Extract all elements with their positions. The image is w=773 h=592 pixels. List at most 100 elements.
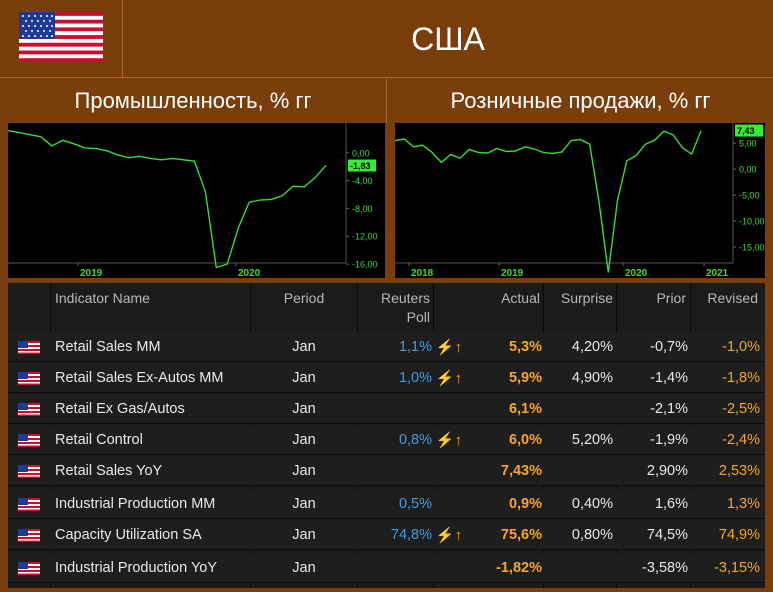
beat-up-arrow-icon [435,394,463,424]
revised-value: -2,4% [722,432,760,448]
x-tick-label: 2019 [80,268,103,278]
revised-value: -1,8% [722,370,760,386]
period: Jan [292,432,316,448]
surprise-value: 4,90% [571,370,613,386]
beat-up-arrow-icon: ⚡↑ [435,527,463,544]
y-tick-label: 0,00 [352,148,370,158]
reuters-poll [358,456,432,486]
table-row[interactable]: Industrial Production MM Jan 0,5% 0,9% 0… [8,489,765,519]
beat-up-arrow-icon [435,553,463,583]
indicator-name: Retail Ex Gas/Autos [55,401,185,417]
reuters-poll: 0,8% [398,432,432,448]
prior-value: 2,90% [646,463,688,479]
prior-value: -3,58% [642,560,688,576]
beat-up-arrow-icon: ⚡↑ [435,370,463,387]
indicator-name: Capacity Utilization SA [55,527,202,543]
y-tick-label: -16,00 [352,260,378,270]
last-value-label: 7,43 [737,126,755,136]
col-reuters-poll-line1: Reuters [380,290,430,306]
revised-value: 2,53% [718,463,760,479]
table-row[interactable]: Retail Control Jan 0,8% ⚡↑ 6,0% 5,20% -1… [8,425,765,455]
col-revised[interactable]: Revised [707,290,758,306]
indicator-name: Retail Sales Ex-Autos MM [55,370,224,386]
col-reuters-poll-line2: Poll [406,309,430,325]
revised-value: 1,3% [726,496,760,512]
prior-value: 1,6% [654,496,688,512]
x-tick-label: 2018 [411,268,434,278]
us-flag-icon [18,434,40,447]
x-tick-label: 2021 [706,268,729,278]
revised-value: -1,0% [722,339,760,355]
y-tick-label: -5,00 [739,191,760,201]
us-flag-icon [19,12,103,62]
actual-value: 0,9% [508,496,542,512]
surprise-value: 5,20% [571,432,613,448]
table-row[interactable]: Capacity Utilization SA Jan 74,8% ⚡↑ 75,… [8,520,765,550]
chart-canvas-right: 5,00 0,00 -5,00 -10,00 -15,00 2018 2019 2020 202… [395,123,765,278]
col-period[interactable]: Period [283,290,325,306]
col-reuters-poll[interactable]: Reuters Poll [358,283,430,331]
prior-value: -1,4% [650,370,688,386]
header: США [0,0,773,78]
actual-value: 6,1% [508,401,542,417]
chart-left-title: Промышленность, % гг [0,79,387,123]
retail-sales-chart: 5,00 0,00 -5,00 -10,00 -15,00 2018 2019 2020 202… [395,123,765,278]
us-flag-icon [18,562,40,575]
period: Jan [292,463,316,479]
col-prior[interactable]: Prior [656,290,686,306]
y-tick-label: -8,00 [352,204,373,214]
surprise-value [545,553,613,583]
y-tick-label: 0,00 [739,165,757,175]
prior-value: -0,7% [650,339,688,355]
period: Jan [292,339,316,355]
x-tick-label: 2020 [625,268,648,278]
prior-value: 74,5% [646,527,688,543]
reuters-poll [358,553,432,583]
surprise-value: 4,20% [571,339,613,355]
reuters-poll: 74,8% [390,527,432,543]
actual-value: 6,0% [508,432,542,448]
reuters-poll: 1,0% [398,370,432,386]
table-row[interactable]: Retail Sales YoY Jan 7,43% 2,90% 2,53% [8,456,765,486]
period: Jan [292,370,316,386]
x-tick-label: 2020 [238,268,261,278]
col-surprise[interactable]: Surprise [560,290,613,306]
table-row[interactable]: Retail Sales MM Jan 1,1% ⚡↑ 5,3% 4,20% -… [8,332,765,362]
y-tick-label: -15,00 [739,243,765,253]
indicator-name: Industrial Production YoY [55,560,218,576]
actual-value: 5,9% [508,370,542,386]
period: Jan [292,527,316,543]
last-value-label: -1,83 [350,161,371,171]
us-flag-icon [18,372,40,385]
industrial-production-chart: 0,00 -4,00 -8,00 -12,00 -16,00 2019 2020 -1,83 [8,123,385,278]
y-tick-label: -4,00 [352,176,373,186]
us-flag-icon [18,529,40,542]
reuters-poll: 0,5% [398,496,432,512]
surprise-value: 0,80% [571,527,613,543]
surprise-value [545,394,613,424]
last-value-badge [735,124,763,137]
reuters-poll: 1,1% [398,339,432,355]
indicator-name: Retail Sales YoY [55,463,163,479]
revised-value: -3,15% [714,560,760,576]
beat-up-arrow-icon: ⚡↑ [435,339,463,356]
us-flag-icon [18,403,40,416]
period: Jan [292,496,316,512]
series-line [395,130,702,273]
y-tick-label: 5,00 [739,139,757,149]
series-line [8,129,327,269]
page-title: США [411,20,485,57]
beat-up-arrow-icon: ⚡↑ [435,432,463,449]
actual-value: 75,6% [500,527,542,543]
x-tick-label: 2019 [501,268,524,278]
table-row[interactable]: Retail Ex Gas/Autos Jan 6,1% -2,1% -2,5% [8,394,765,424]
us-flag-icon [18,465,40,478]
col-indicator-name[interactable]: Indicator Name [55,290,150,306]
actual-value: 7,43% [500,463,542,479]
table-row[interactable]: Retail Sales Ex-Autos MM Jan 1,0% ⚡↑ 5,9… [8,363,765,393]
reuters-poll [358,394,432,424]
col-actual[interactable]: Actual [501,290,540,306]
table-row[interactable]: Industrial Production YoY Jan -1,82% -3,… [8,553,765,583]
prior-value: -1,9% [650,432,688,448]
beat-up-arrow-icon [435,456,463,486]
